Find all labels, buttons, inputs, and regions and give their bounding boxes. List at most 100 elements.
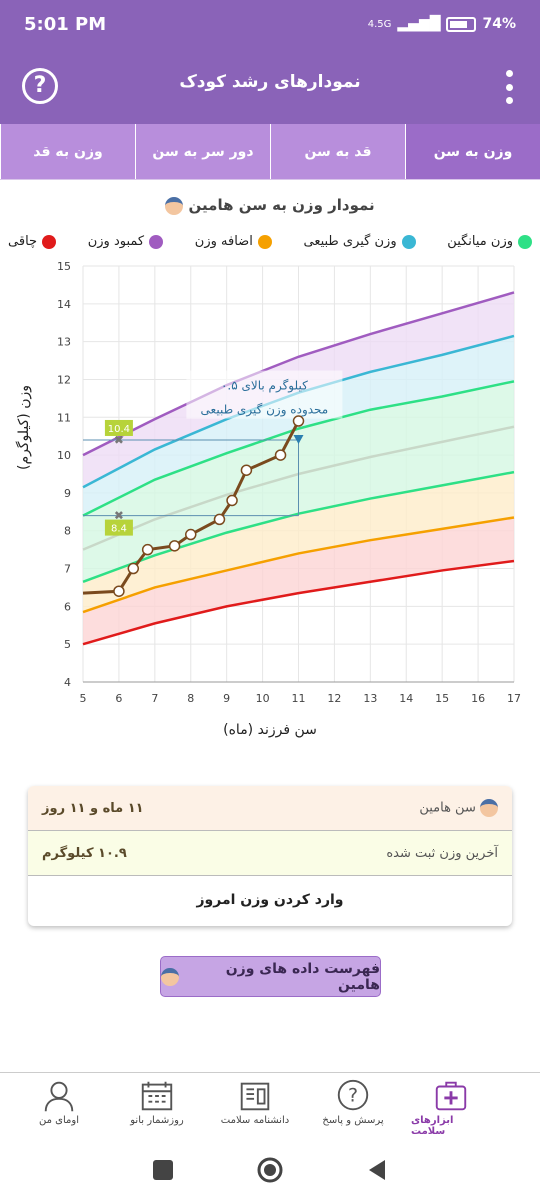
weight-list-button[interactable]: فهرست داده های وزن هامین [160,956,381,997]
child-weight-point [274,449,287,461]
svg-text:?: ? [348,1085,358,1107]
tab-weight-age[interactable]: وزن به سن [405,124,540,179]
signal-icon: ▂▄▆█ [397,16,441,32]
battery-icon [446,16,477,32]
battery-percent: 74% [482,16,516,32]
percentile-band [83,472,514,613]
x-tick-label: 13 [363,692,377,705]
nav-calendar[interactable]: روزشمار بانو [117,1073,197,1140]
baby-icon [480,799,498,817]
weight-label: آخرین وزن ثبت شده [386,845,498,861]
legend-label: اضافه وزن [194,234,253,249]
child-weight-point [292,415,305,427]
y-tick-label: 11 [57,411,71,424]
legend-item: وزن میانگین [447,234,532,249]
child-weight-point [240,464,253,476]
nav-profile[interactable]: اومای من [19,1073,99,1140]
y-tick-label: 10 [57,449,71,462]
y-tick-label: 13 [57,336,71,349]
legend-dot [518,234,532,249]
weight-row: آخرین وزن ثبت شده ۱۰.۹ کیلوگرم [28,831,512,876]
y-tick-label: 9 [64,487,71,500]
y-tick-label: 14 [57,298,71,311]
child-weight-point [213,513,226,526]
x-tick-label: 12 [327,692,341,705]
y-tick-label: 12 [57,373,71,386]
home-icon[interactable] [256,1156,284,1184]
profile-icon [44,1081,74,1112]
nav-label: ابزارهای سلامت [411,1115,454,1137]
chart-title: نمودار وزن به سن هامین [188,196,375,214]
annotation-text: محدوده وزن گیری طبیعی [201,403,329,418]
medical-kit-icon [435,1081,467,1111]
chart-legend: چاقی کمبود وزن اضافه وزن وزن گیری طبیعی … [8,234,532,249]
y-axis-label: وزن (کیلوگرم) [16,385,32,470]
percentile-curve [82,559,515,646]
recents-icon[interactable] [151,1158,175,1182]
tab-height-age[interactable]: قد به سن [270,124,405,179]
age-value: ۱۱ ماه و ۱۱ روز [42,800,144,816]
nav-encyclopedia[interactable]: دانشنامه سلامت [215,1073,295,1140]
nav-health-tools[interactable]: ابزارهای سلامت [411,1073,491,1140]
marker-cross: ✖ [114,433,124,447]
age-row: سن هامین ۱۱ ماه و ۱۱ روز [28,786,512,831]
child-weight-point [168,540,181,552]
y-tick-label: 4 [64,676,71,689]
child-weight-point [113,585,125,597]
network-label: 4.5G [367,18,392,30]
nav-label: دانشنامه سلامت [220,1115,290,1126]
system-nav-bar [0,1140,540,1200]
more-vert-icon[interactable] [504,70,514,104]
x-tick-label: 9 [223,692,230,705]
child-weight-point [226,494,238,507]
marker-label: 10.4 [108,424,130,435]
marker-label-bg [104,419,133,436]
y-tick-label: 7 [64,563,71,576]
annotation-box [186,370,343,419]
tab-head-age[interactable]: دور سر به سن [135,124,270,179]
back-icon[interactable] [365,1158,389,1182]
app-bar: ? نمودارهای رشد کودک [0,48,540,124]
percentile-band [83,517,514,645]
status-time: 5:01 PM [24,13,107,35]
child-weight-point [141,543,154,556]
weight-list-label: فهرست داده های وزن هامین [225,960,380,993]
legend-item: اضافه وزن [195,234,272,249]
y-tick-label: 15 [57,260,71,273]
age-label-wrap: سن هامین [419,799,498,817]
x-tick-label: 16 [471,692,485,705]
status-icons: 4.5G ▂▄▆█ 74% [368,16,516,32]
growth-chart: 5 6 7 8 9 10 11 12 13 14 15 16 17456789101112131415۰… [57,260,521,705]
marker-label-bg [104,519,133,536]
legend-label: کمبود وزن [87,234,145,249]
guide-arrow [293,434,304,444]
legend-dot [42,234,57,249]
legend-item: کمبود وزن [87,234,164,249]
tab-weight-height[interactable]: وزن به قد [0,124,135,179]
legend-label: چاقی [8,234,38,249]
child-weight-point [127,562,140,575]
legend-dot [401,234,416,249]
percentile-curve [82,291,515,457]
app-title: نمودارهای رشد کودک [179,72,361,92]
child-weight-point [185,528,197,541]
x-tick-label: 10 [256,692,270,705]
legend-item: وزن گیری طبیعی [303,234,416,249]
baby-icon [161,967,179,986]
tab-bar: وزن به سن قد به سن دور سر به سن وزن به ق… [0,124,540,180]
book-icon [240,1082,270,1111]
nav-qa[interactable]: ? پرسش و پاسخ [313,1073,393,1140]
legend-dot [257,234,272,249]
legend-label: وزن میانگین [447,234,513,249]
calendar-icon [141,1081,173,1111]
age-label: سن هامین [419,800,476,816]
y-tick-label: 6 [64,600,71,613]
x-tick-label: 17 [507,692,521,705]
enter-weight-button[interactable]: وارد کردن وزن امروز [196,892,344,908]
chart-title-row: نمودار وزن به سن هامین [0,196,540,215]
legend-dot [149,234,164,249]
help-icon[interactable]: ? [22,68,58,104]
y-tick-label: 8 [64,525,71,538]
x-tick-label: 8 [187,692,194,705]
marker-cross: ✖ [114,509,124,523]
